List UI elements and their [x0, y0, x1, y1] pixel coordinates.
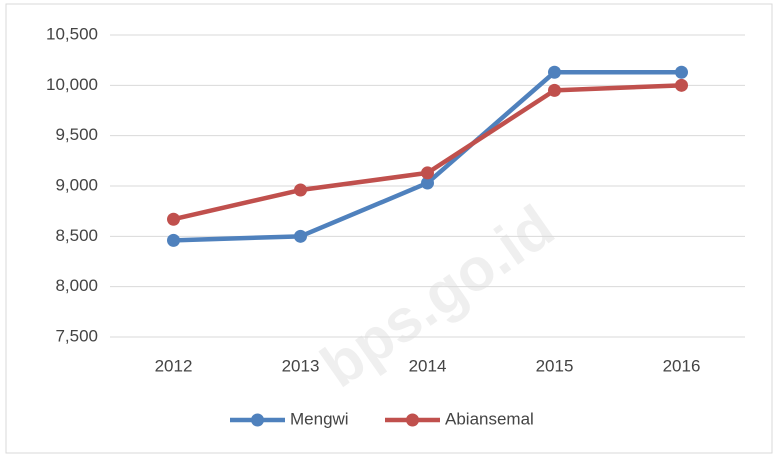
x-tick-label: 2013: [282, 356, 320, 375]
legend-label: Abiansemal: [445, 409, 534, 428]
x-tick-label: 2015: [536, 356, 574, 375]
point: [675, 78, 688, 92]
y-tick-label: 8,000: [55, 276, 98, 295]
legend-label: Mengwi: [290, 409, 349, 428]
y-tick-label: 10,500: [46, 24, 98, 43]
y-tick-label: 7,500: [55, 326, 98, 345]
y-tick-label: 10,000: [46, 75, 98, 94]
chart-border: [5, 3, 773, 454]
point: [294, 229, 307, 243]
point: [675, 65, 688, 79]
legend-marker: [251, 413, 264, 427]
point: [167, 212, 180, 226]
legend-marker: [406, 413, 419, 427]
x-tick-label: 2012: [155, 356, 193, 375]
y-tick-label: 9,500: [55, 125, 98, 144]
y-tick-label: 8,500: [55, 226, 98, 245]
point: [294, 183, 307, 197]
point: [167, 233, 180, 247]
point: [548, 83, 561, 97]
x-tick-label: 2016: [663, 356, 701, 375]
point: [421, 176, 434, 190]
y-tick-label: 9,000: [55, 175, 98, 194]
point: [421, 166, 434, 180]
point: [548, 65, 561, 79]
x-tick-label: 2014: [409, 356, 447, 375]
